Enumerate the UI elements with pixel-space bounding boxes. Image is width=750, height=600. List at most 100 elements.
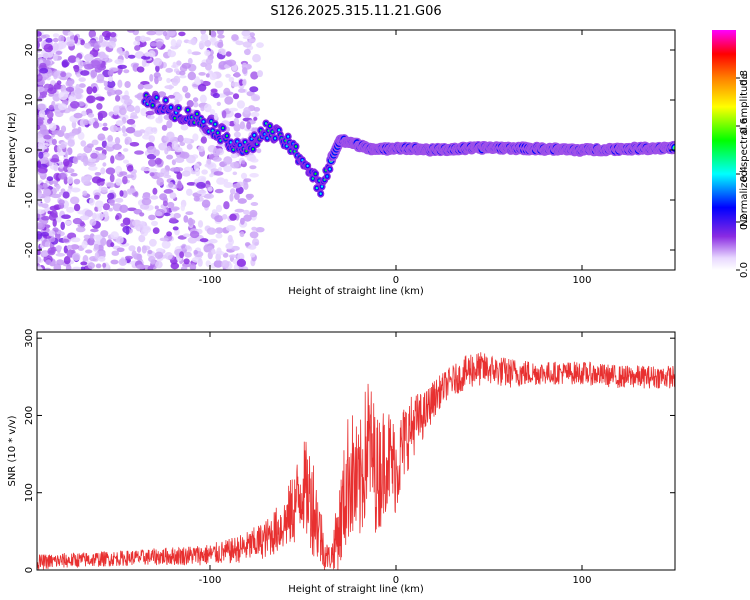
spectrogram-cell — [84, 53, 94, 62]
spectrogram-cell — [80, 140, 87, 147]
spectrogram-cell — [93, 42, 100, 51]
spectrogram-cell — [128, 54, 136, 59]
spectrogram-cell — [222, 214, 228, 220]
spectrogram-cell — [37, 222, 45, 230]
ridge-cell — [293, 150, 296, 153]
spectrogram-cell — [46, 110, 54, 119]
spectrogram-cell — [198, 40, 205, 49]
spectrogram-cell — [99, 54, 109, 62]
spectrogram-cell — [205, 63, 212, 71]
spectrogram-cell — [96, 103, 103, 110]
spectrogram-cell — [187, 49, 192, 55]
spectrogram-cell — [180, 265, 188, 270]
spectrogram-cell — [148, 168, 158, 173]
ridge-cell — [210, 120, 213, 123]
colorbar-tick-label: 0.4 — [739, 166, 750, 182]
spectrogram-cell — [64, 132, 70, 139]
spectrogram-cell — [57, 40, 67, 50]
spectrogram-cell — [107, 192, 115, 200]
spectrogram-cell — [52, 42, 59, 51]
spectrogram-cell — [186, 138, 191, 144]
spectrogram-cell — [140, 107, 148, 117]
spectrogram-cell — [119, 204, 129, 213]
spectrogram-cell — [180, 124, 189, 131]
spectrogram-cell — [242, 41, 252, 48]
spectrogram-cell — [159, 237, 169, 242]
spectrogram-cell — [42, 182, 48, 190]
spectrogram-cell — [173, 212, 181, 219]
spectrogram-cell — [179, 251, 185, 259]
spectrogram-cell — [252, 54, 261, 63]
spectrogram-cell — [125, 226, 130, 235]
spectrogram-cell — [50, 80, 56, 85]
spectrogram-cell — [172, 61, 177, 68]
spectrogram-cell — [170, 206, 180, 211]
spectrogram-cell — [198, 72, 206, 76]
spectrogram-cell — [102, 211, 109, 218]
spectrogram-cell — [139, 129, 146, 134]
spectrogram-cell — [100, 230, 109, 238]
colorbar-label: Normalized spectral amplitude — [739, 73, 750, 227]
spectrogram-cell — [246, 154, 257, 162]
spectrogram-cell — [91, 139, 99, 146]
spectrogram-cell — [161, 240, 171, 249]
spectrogram-cell — [187, 57, 193, 65]
spectrogram-cell — [101, 140, 107, 149]
spectrogram-cell — [106, 182, 115, 188]
spectrogram-cell — [143, 83, 153, 90]
spectrogram-cell — [172, 226, 179, 231]
spectrogram-cell — [152, 187, 158, 195]
spectrogram-cell — [119, 190, 124, 197]
spectrogram-cell — [215, 227, 224, 234]
spectrogram-cell — [223, 156, 233, 165]
spectrogram-cell — [216, 101, 221, 106]
spectrogram-cell — [163, 212, 171, 217]
spectrogram-cell — [199, 238, 209, 243]
spectrogram-cell — [52, 180, 59, 185]
spectrogram-cell — [90, 228, 99, 233]
spectrogram-cell — [87, 162, 97, 167]
spectrogram-cell — [96, 73, 105, 82]
spectrogram-cell — [154, 157, 162, 165]
spectrogram-cell — [212, 148, 220, 157]
spectrogram-cell — [138, 234, 146, 243]
spectrogram-cell — [136, 264, 146, 270]
spectrogram-cell — [86, 95, 96, 104]
spectrogram-cell — [250, 252, 256, 258]
spectrogram-cell — [62, 238, 70, 243]
spectrogram-cell — [113, 111, 119, 116]
spectrogram-cell — [149, 42, 158, 47]
spectrogram-cell — [53, 263, 62, 270]
ridge-cell — [186, 108, 189, 112]
spectrogram-cell — [52, 218, 57, 227]
spectrogram-cell — [176, 171, 183, 180]
spectrogram-cell — [216, 247, 222, 255]
spectrogram-cell — [186, 182, 197, 186]
spectrogram-cell — [44, 241, 51, 248]
ridge-cell — [315, 186, 318, 190]
ridge-cell — [268, 124, 271, 128]
spectrogram-cell — [123, 159, 129, 164]
spectrogram-cell — [37, 69, 40, 75]
spectrogram-cell — [211, 209, 218, 215]
spectrogram-cell — [37, 213, 41, 218]
spectrogram-cell — [233, 123, 241, 132]
spectrogram-cell — [154, 205, 159, 210]
ridge-cell — [244, 141, 247, 144]
spectrogram-cell — [212, 156, 222, 162]
spectrogram-cell — [158, 113, 163, 122]
spectrogram-cell — [95, 263, 102, 269]
spectrogram-cell — [44, 196, 51, 204]
colorbar-gradient — [712, 30, 736, 270]
spectrogram-cell — [181, 62, 192, 69]
spectrogram-cell — [100, 237, 107, 246]
spectrogram-cell — [249, 173, 259, 178]
spectrogram-cell — [72, 217, 83, 225]
spectrogram-cell — [76, 73, 82, 78]
spectrogram-cell — [229, 193, 234, 202]
spectrogram-cell — [117, 79, 123, 89]
spectrogram-cell — [222, 252, 229, 258]
spectrogram-cell — [232, 171, 238, 176]
spectrogram-cell — [39, 67, 49, 74]
